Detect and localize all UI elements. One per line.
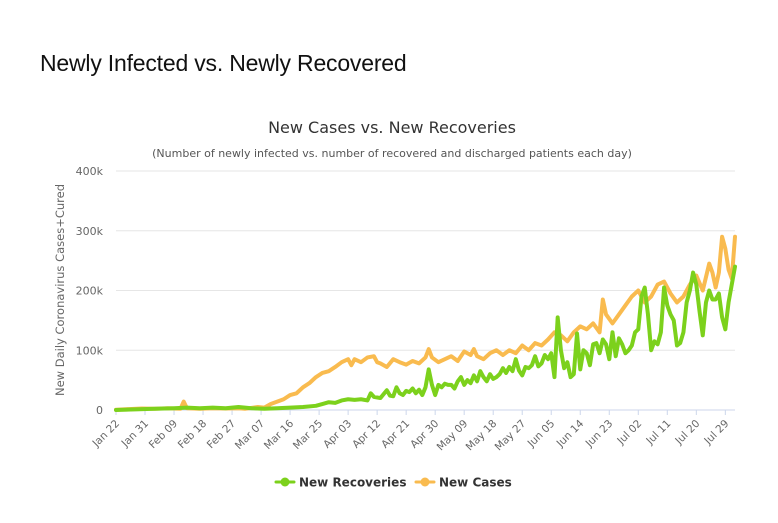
x-tick-label: Feb 27 xyxy=(205,418,238,451)
legend-marker-new-cases xyxy=(420,477,430,487)
x-tick-label: Jun 14 xyxy=(554,417,587,450)
x-tick-label: May 09 xyxy=(435,418,471,454)
legend-item-new-cases[interactable]: New Cases xyxy=(414,476,512,490)
x-tick-label: Jun 05 xyxy=(525,418,558,451)
x-tick-label: Jan 22 xyxy=(90,418,122,450)
y-axis-ticks: 0 100k 200k 300k 400k xyxy=(76,165,104,417)
chart-title: New Cases vs. New Recoveries xyxy=(268,118,516,137)
x-tick-label: May 27 xyxy=(493,418,529,454)
series-lines xyxy=(114,234,737,412)
x-tick-label: Jun 23 xyxy=(583,418,616,451)
x-tick-label: Jul 20 xyxy=(672,418,702,448)
x-tick-label: Feb 09 xyxy=(147,418,180,451)
x-tick-label: May 18 xyxy=(464,418,500,454)
x-tick-label: Apr 03 xyxy=(321,418,354,451)
legend-label-new-cases: New Cases xyxy=(439,476,512,490)
series-line-new-recoveries[interactable] xyxy=(114,264,737,412)
x-tick-label: Jul 11 xyxy=(643,418,673,448)
page-heading: Newly Infected vs. Newly Recovered xyxy=(40,50,407,76)
y-tick-label: 400k xyxy=(76,165,104,178)
x-tick-label: Jul 02 xyxy=(614,418,644,448)
y-tick-label: 0 xyxy=(96,404,103,417)
x-tick-label: Feb 18 xyxy=(176,418,209,451)
series-line-new-cases[interactable] xyxy=(114,234,737,412)
legend: New Recoveries New Cases xyxy=(274,476,512,490)
x-tick-label: Mar 25 xyxy=(291,418,325,452)
legend-label-new-recoveries: New Recoveries xyxy=(299,476,406,490)
y-tick-label: 300k xyxy=(76,225,104,238)
chart-subtitle: (Number of newly infected vs. number of … xyxy=(152,147,632,160)
x-tick-label: Jul 29 xyxy=(701,418,731,448)
x-tick-label: Mar 16 xyxy=(262,417,297,452)
legend-marker-new-recoveries xyxy=(280,477,290,487)
x-tick-label: Apr 12 xyxy=(350,418,383,451)
x-tick-label: Mar 07 xyxy=(233,418,267,452)
x-tick-label: Jan 31 xyxy=(119,418,151,450)
legend-item-new-recoveries[interactable]: New Recoveries xyxy=(274,476,406,490)
y-tick-label: 100k xyxy=(76,344,104,357)
y-axis-label: New Daily Coronavirus Cases+Cured xyxy=(53,184,67,396)
x-tick-label: Apr 21 xyxy=(379,418,412,451)
y-tick-label: 200k xyxy=(76,285,104,298)
